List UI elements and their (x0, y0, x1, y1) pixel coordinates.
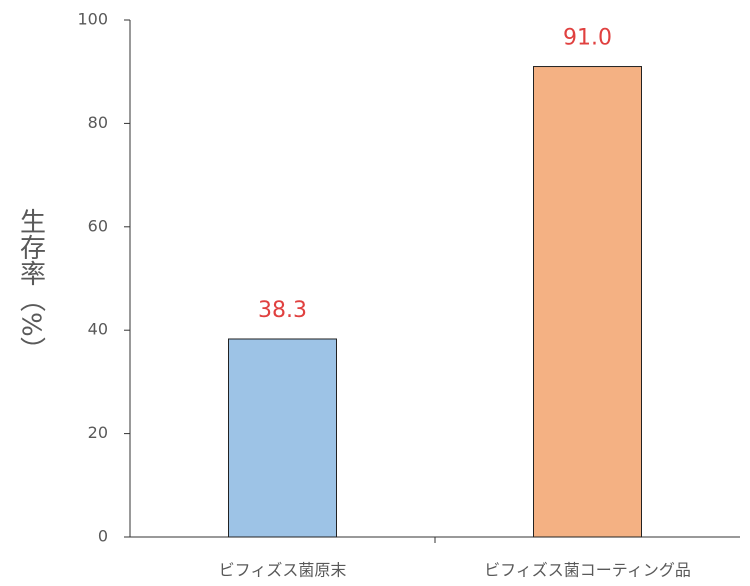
y-tick-label: 60 (88, 216, 108, 235)
y-tick-label: 100 (77, 10, 108, 29)
y-tick-label: 20 (88, 423, 108, 442)
y-tick-label: 80 (88, 113, 108, 132)
bar (228, 338, 337, 538)
value-label: 38.3 (258, 298, 307, 323)
x-tick-label: ビフィズス菌コーティング品 (484, 561, 691, 580)
value-label: 91.0 (563, 26, 612, 51)
y-tick-label: 40 (88, 320, 108, 339)
bar (533, 66, 642, 538)
y-tick-label: 0 (98, 527, 108, 546)
y-axis-label: 生存率（%） (16, 208, 46, 363)
x-tick-label: ビフィズス菌原末 (219, 561, 347, 580)
